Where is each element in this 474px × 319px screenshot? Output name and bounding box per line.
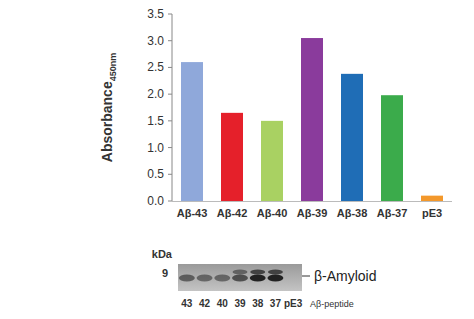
lane-label: 38 xyxy=(252,298,264,309)
bar xyxy=(381,95,403,201)
kda-label: kDa xyxy=(152,248,173,260)
y-axis-label-main: Absorbance xyxy=(99,81,115,162)
y-tick xyxy=(168,120,172,121)
blot-band xyxy=(232,275,248,282)
x-tick-label: Aβ-39 xyxy=(297,207,328,219)
lane-label: 37 xyxy=(270,298,282,309)
blot-band xyxy=(267,275,283,282)
y-tick-label: 2.0 xyxy=(147,87,164,101)
x-tick-label: Aβ-42 xyxy=(217,207,248,219)
y-axis-line xyxy=(172,14,173,201)
band-pointer xyxy=(302,276,310,277)
lane-label: 39 xyxy=(234,298,246,309)
blot-band xyxy=(214,275,230,282)
lane-label: 42 xyxy=(199,298,211,309)
bars xyxy=(181,38,443,201)
bar xyxy=(421,196,443,201)
bar xyxy=(261,121,283,201)
marker-label: 9 xyxy=(162,267,168,279)
y-tick xyxy=(168,67,172,68)
blot-band xyxy=(268,270,283,275)
x-tick-label: Aβ-37 xyxy=(377,207,408,219)
x-tick-label: Aβ-38 xyxy=(337,207,368,219)
y-tick-label: 2.5 xyxy=(147,60,164,74)
x-tick-label: Aβ-43 xyxy=(177,207,208,219)
bar xyxy=(181,62,203,201)
x-tick-label: pE3 xyxy=(422,207,442,219)
blot-membrane xyxy=(178,264,302,291)
band-label: β-Amyloid xyxy=(314,268,377,284)
blot-band xyxy=(250,275,266,282)
lane-label: 40 xyxy=(217,298,229,309)
y-tick xyxy=(168,201,172,202)
y-tick-label: 1.5 xyxy=(147,114,164,128)
lane-label: 43 xyxy=(181,298,193,309)
x-tick-label: Aβ-40 xyxy=(257,207,288,219)
blot-band xyxy=(233,270,248,275)
y-axis-label-sub: 450nm xyxy=(108,53,118,82)
y-tick xyxy=(168,147,172,148)
bar xyxy=(301,38,323,201)
y-tick-label: 3.5 xyxy=(147,7,164,21)
bar xyxy=(221,113,243,201)
blot-band xyxy=(197,275,213,282)
y-tick xyxy=(168,40,172,41)
chart-root: 0.00.51.01.52.02.53.03.5Absorbance450nmA… xyxy=(0,0,474,319)
lanes-title: Aβ-peptide xyxy=(310,299,354,309)
y-tick-label: 3.0 xyxy=(147,34,164,48)
y-tick xyxy=(168,94,172,95)
y-tick-label: 0.0 xyxy=(147,194,164,208)
y-tick-label: 1.0 xyxy=(147,141,164,155)
bar xyxy=(341,74,363,201)
y-tick xyxy=(168,174,172,175)
x-axis-line xyxy=(172,201,452,202)
blot-band xyxy=(179,275,195,282)
lane-label: pE3 xyxy=(284,298,303,309)
blot-band xyxy=(250,270,265,275)
y-axis-label: Absorbance450nm xyxy=(99,53,118,162)
y-tick xyxy=(168,14,172,15)
y-tick-label: 0.5 xyxy=(147,167,164,181)
